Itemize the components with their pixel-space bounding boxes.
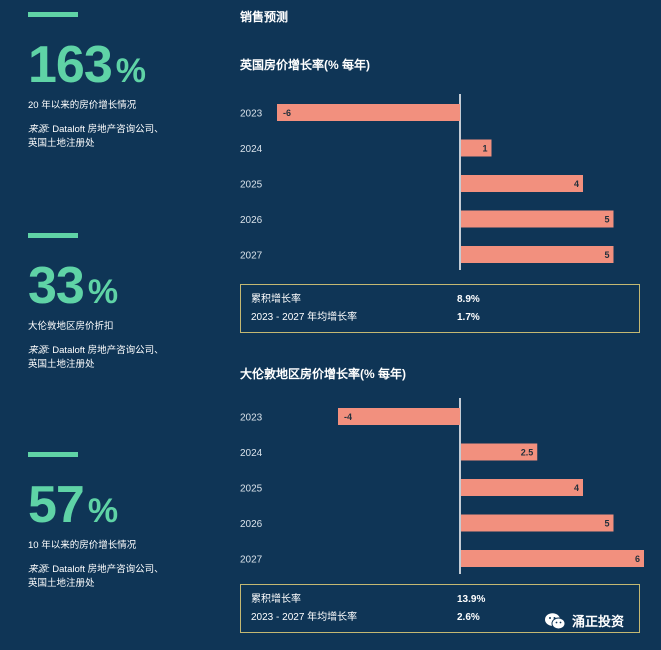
summary-row: 2023 - 2027 年均增长率 2.6%	[251, 609, 629, 627]
bar	[461, 514, 614, 532]
stat-description: 10 年以来的房价增长情况	[28, 540, 137, 551]
summary-label: 2023 - 2027 年均增长率	[251, 611, 358, 623]
bar-value-label: 4	[574, 179, 579, 189]
bar	[461, 550, 644, 567]
source-label: 来源:	[28, 345, 50, 356]
year-label: 2025	[240, 484, 263, 495]
accent-bar	[28, 233, 78, 238]
summary-row: 累积增长率 13.9%	[251, 591, 629, 609]
year-label: 2023	[240, 413, 263, 424]
source-text-2: 英国土地注册处	[28, 577, 95, 589]
stat-number: 163	[28, 36, 113, 94]
stat-unit: %	[115, 52, 146, 90]
summary-value: 8.9%	[457, 294, 480, 305]
stat-block-2: 33% 大伦敦地区房价折扣 来源: Dataloft 房地产咨询公司、英国土地注…	[28, 233, 164, 372]
source-text-2: 英国土地注册处	[28, 137, 95, 149]
bar	[461, 175, 583, 192]
stat-description: 大伦敦地区房价折扣	[28, 321, 114, 332]
chart-title-london: 大伦敦地区房价增长率(% 每年)	[240, 367, 406, 381]
bar-value-label: 6	[635, 554, 640, 564]
summary-label: 累积增长率	[251, 594, 301, 605]
stat-block-1: 163% 20 年以来的房价增长情况 来源: Dataloft 房地产咨询公司、…	[28, 12, 164, 151]
year-label: 2023	[240, 109, 263, 120]
source-text: Dataloft 房地产咨询公司、	[49, 124, 164, 135]
bar	[461, 139, 492, 157]
bar	[277, 104, 460, 121]
stat-unit: %	[87, 492, 119, 530]
year-label: 2027	[240, 555, 263, 566]
london-price-growth-chart: 2023 -4 2024 2.5 2025 4 2026 5 2027 6	[240, 398, 644, 574]
source-text: Dataloft 房地产咨询公司、	[49, 564, 164, 575]
bar-value-label: 5	[604, 215, 609, 225]
year-label: 2024	[240, 448, 263, 459]
year-label: 2025	[240, 180, 263, 191]
summary-value: 2.6%	[457, 611, 480, 623]
stat-source: 来源: Dataloft 房地产咨询公司、英国土地注册处	[28, 123, 164, 151]
bar-value-label: -6	[283, 108, 291, 118]
stat-source: 来源: Dataloft 房地产咨询公司、英国土地注册处	[28, 344, 164, 372]
uk-price-growth-chart: 2023 -6 2024 1 2025 4 2026 5 2027 5	[240, 94, 614, 270]
source-text: Dataloft 房地产咨询公司、	[49, 345, 164, 356]
summary-value: 1.7%	[457, 311, 480, 323]
year-label: 2026	[240, 519, 263, 530]
bar-value-label: 5	[604, 250, 609, 260]
source-label: 来源:	[28, 124, 50, 135]
summary-label: 2023 - 2027 年均增长率	[251, 311, 358, 323]
bar	[461, 246, 614, 263]
stat-block-3: 57% 10 年以来的房价增长情况 来源: Dataloft 房地产咨询公司、英…	[28, 452, 164, 591]
bar	[338, 408, 460, 425]
summary-value: 13.9%	[457, 594, 486, 605]
bar-value-label: 1	[482, 144, 487, 154]
bar	[461, 210, 614, 228]
bar-value-label: 4	[574, 483, 579, 493]
summary-box-uk: 累积增长率 8.9% 2023 - 2027 年均增长率 1.7%	[240, 284, 640, 333]
accent-bar	[28, 452, 78, 457]
bar-value-label: 5	[604, 519, 609, 529]
watermark-text: 涌正投资	[572, 614, 625, 629]
bar-value-label: -4	[344, 412, 352, 422]
stat-description: 20 年以来的房价增长情况	[28, 100, 137, 111]
stat-unit: %	[87, 273, 119, 311]
stat-value: 33%	[28, 260, 164, 312]
source-label: 来源:	[28, 564, 50, 575]
stat-value: 163%	[28, 39, 164, 91]
stat-source: 来源: Dataloft 房地产咨询公司、英国土地注册处	[28, 563, 164, 591]
year-label: 2026	[240, 215, 263, 226]
source-text-2: 英国土地注册处	[28, 358, 95, 370]
accent-bar	[28, 12, 78, 17]
wechat-icon	[545, 612, 566, 629]
summary-box-london: 累积增长率 13.9% 2023 - 2027 年均增长率 2.6%	[240, 584, 640, 633]
bar	[461, 443, 538, 461]
summary-row: 2023 - 2027 年均增长率 1.7%	[251, 309, 629, 327]
summary-label: 累积增长率	[251, 294, 301, 305]
stat-number: 33	[28, 257, 85, 315]
section-title: 销售预测	[240, 10, 289, 24]
summary-row: 累积增长率 8.9%	[251, 291, 629, 309]
bar-value-label: 2.5	[521, 448, 534, 458]
year-label: 2027	[240, 251, 263, 262]
year-label: 2024	[240, 144, 263, 155]
watermark: 涌正投资	[544, 611, 624, 630]
stat-number: 57	[28, 476, 85, 534]
chart-title-uk: 英国房价增长率(% 每年)	[240, 58, 370, 72]
stat-value: 57%	[28, 479, 164, 531]
bar	[461, 479, 583, 496]
